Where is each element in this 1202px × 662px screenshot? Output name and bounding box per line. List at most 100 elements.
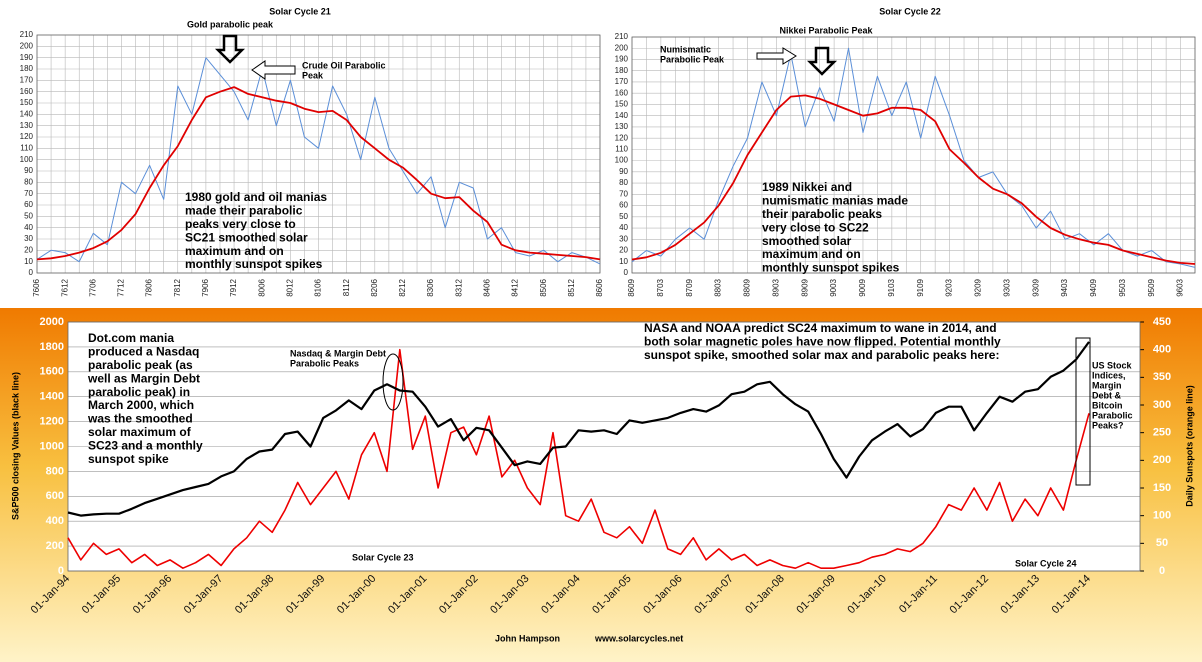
y-tick-label: 600 — [46, 490, 64, 502]
annotation: 1989 Nikkei and — [762, 180, 852, 194]
y-tick-label: 60 — [24, 200, 33, 209]
plot-frame — [67, 321, 1141, 572]
credit: John Hampson — [495, 633, 560, 643]
annotation: Parabolic — [1092, 410, 1133, 420]
x-tick-label: 7812 — [173, 278, 182, 296]
y-tick-label: 120 — [20, 132, 34, 141]
y-tick-label: 130 — [20, 121, 34, 130]
y-tick-label: 40 — [619, 223, 628, 232]
x-tick-label: 7912 — [229, 278, 238, 296]
annotation: 1980 gold and oil manias — [185, 190, 327, 204]
annotation: Peaks? — [1092, 420, 1124, 430]
annotation: produced a Nasdaq — [88, 345, 199, 359]
down-arrow — [214, 34, 246, 64]
annotation: Dot.com mania — [88, 331, 174, 345]
x-tick-label: 8412 — [511, 278, 520, 296]
x-tick-label: 9503 — [1118, 278, 1127, 296]
series-line — [67, 348, 1090, 569]
x-tick-label: 8909 — [800, 278, 809, 296]
annotation: sunspot spike — [88, 452, 169, 466]
y-tick-label: 130 — [615, 122, 629, 131]
source: www.solarcycles.net — [594, 633, 683, 643]
annotation: NASA and NOAA predict SC24 maximum to wa… — [644, 321, 997, 335]
x-tick-label: 8306 — [426, 278, 435, 296]
y-tick-label: 1400 — [40, 391, 64, 403]
x-tick-label: 8012 — [285, 278, 294, 296]
peak-box — [1075, 337, 1091, 486]
annotation: both solar magnetic poles have now flipp… — [644, 335, 1001, 349]
series-line — [36, 86, 601, 261]
y-tick-label: 10 — [24, 257, 33, 266]
y-tick-label: 0 — [58, 565, 64, 577]
x-tick-label: 9303 — [1002, 278, 1011, 296]
x-tick-label: 8809 — [743, 278, 752, 296]
down-arrow — [806, 46, 838, 76]
y2-tick-label: 100 — [1153, 510, 1171, 522]
annotation: Margin — [1092, 380, 1122, 390]
x-tick-label: 8606 — [595, 278, 604, 296]
y-tick-label: 200 — [46, 540, 64, 552]
y2-tick-label: 450 — [1153, 316, 1171, 328]
annotation: SC21 smoothed solar — [185, 230, 308, 244]
series-line — [36, 57, 601, 265]
annotation: March 2000, which — [88, 398, 194, 412]
y-tick-label: 90 — [24, 166, 33, 175]
y-tick-label: 140 — [615, 111, 629, 120]
annotation: monthly sunspot spikes — [185, 257, 323, 271]
annotation: smoothed solar — [762, 234, 852, 248]
x-tick-label: 8406 — [483, 278, 492, 296]
y-tick-label: 210 — [20, 30, 34, 39]
x-tick-label: 8212 — [398, 278, 407, 296]
annotation: made their parabolic — [185, 204, 303, 218]
y-tick-label: 80 — [24, 177, 33, 186]
annotation: Bitcoin — [1092, 400, 1123, 410]
y-tick-label: 180 — [615, 66, 629, 75]
x-tick-label: 9509 — [1147, 278, 1156, 296]
y-tick-label: 90 — [619, 167, 628, 176]
x-tick-label: 8106 — [314, 278, 323, 296]
y2-tick-label: 0 — [1159, 565, 1165, 577]
plot-frame — [36, 34, 601, 274]
annotation: Solar Cycle 23 — [352, 552, 414, 562]
annotation: Parabolic Peaks — [290, 358, 359, 368]
annotation: SC23 and a monthly — [88, 438, 203, 452]
y-tick-label: 150 — [615, 100, 629, 109]
x-tick-label: 7606 — [32, 278, 41, 296]
y-tick-label: 30 — [619, 234, 628, 243]
annotation: was the smoothed — [87, 412, 193, 426]
annotation: peaks very close to — [185, 217, 296, 231]
chart-title: Solar Cycle 21 — [269, 6, 331, 16]
x-tick-label: 7706 — [88, 278, 97, 296]
annotation: maximum and on — [762, 247, 861, 261]
x-tick-label: 7906 — [201, 278, 210, 296]
y-tick-label: 200 — [615, 43, 629, 52]
annotation: US Stock — [1092, 360, 1133, 370]
annotation: Solar Cycle 24 — [1015, 558, 1077, 568]
x-tick-label: 8312 — [454, 278, 463, 296]
annotation: solar maximum of — [88, 425, 192, 439]
y-tick-label: 110 — [615, 144, 628, 153]
y-tick-label: 20 — [24, 245, 33, 254]
y-tick-label: 60 — [619, 201, 628, 210]
x-tick-label: 8903 — [771, 278, 780, 296]
y2-tick-label: 300 — [1153, 399, 1171, 411]
y-tick-label: 2000 — [40, 316, 64, 328]
y2-tick-label: 50 — [1156, 537, 1168, 549]
y-tick-label: 210 — [615, 32, 629, 41]
annotation: numismatic manias made — [762, 194, 908, 208]
y-tick-label: 10 — [619, 257, 628, 266]
y-tick-label: 160 — [615, 88, 629, 97]
x-tick-label: 8512 — [567, 278, 576, 296]
right-arrow — [756, 47, 797, 65]
x-tick-label: 8112 — [342, 278, 351, 296]
y-tick-label: 70 — [24, 189, 33, 198]
x-tick-label: 7806 — [145, 278, 154, 296]
y-tick-label: 400 — [46, 515, 64, 527]
x-tick-label: 9603 — [1176, 278, 1185, 296]
x-tick-label: 9409 — [1089, 278, 1098, 296]
x-tick-label: 8703 — [656, 278, 665, 296]
y-tick-label: 110 — [20, 143, 33, 152]
y2-tick-label: 250 — [1153, 427, 1171, 439]
y2-tick-label: 400 — [1153, 344, 1171, 356]
